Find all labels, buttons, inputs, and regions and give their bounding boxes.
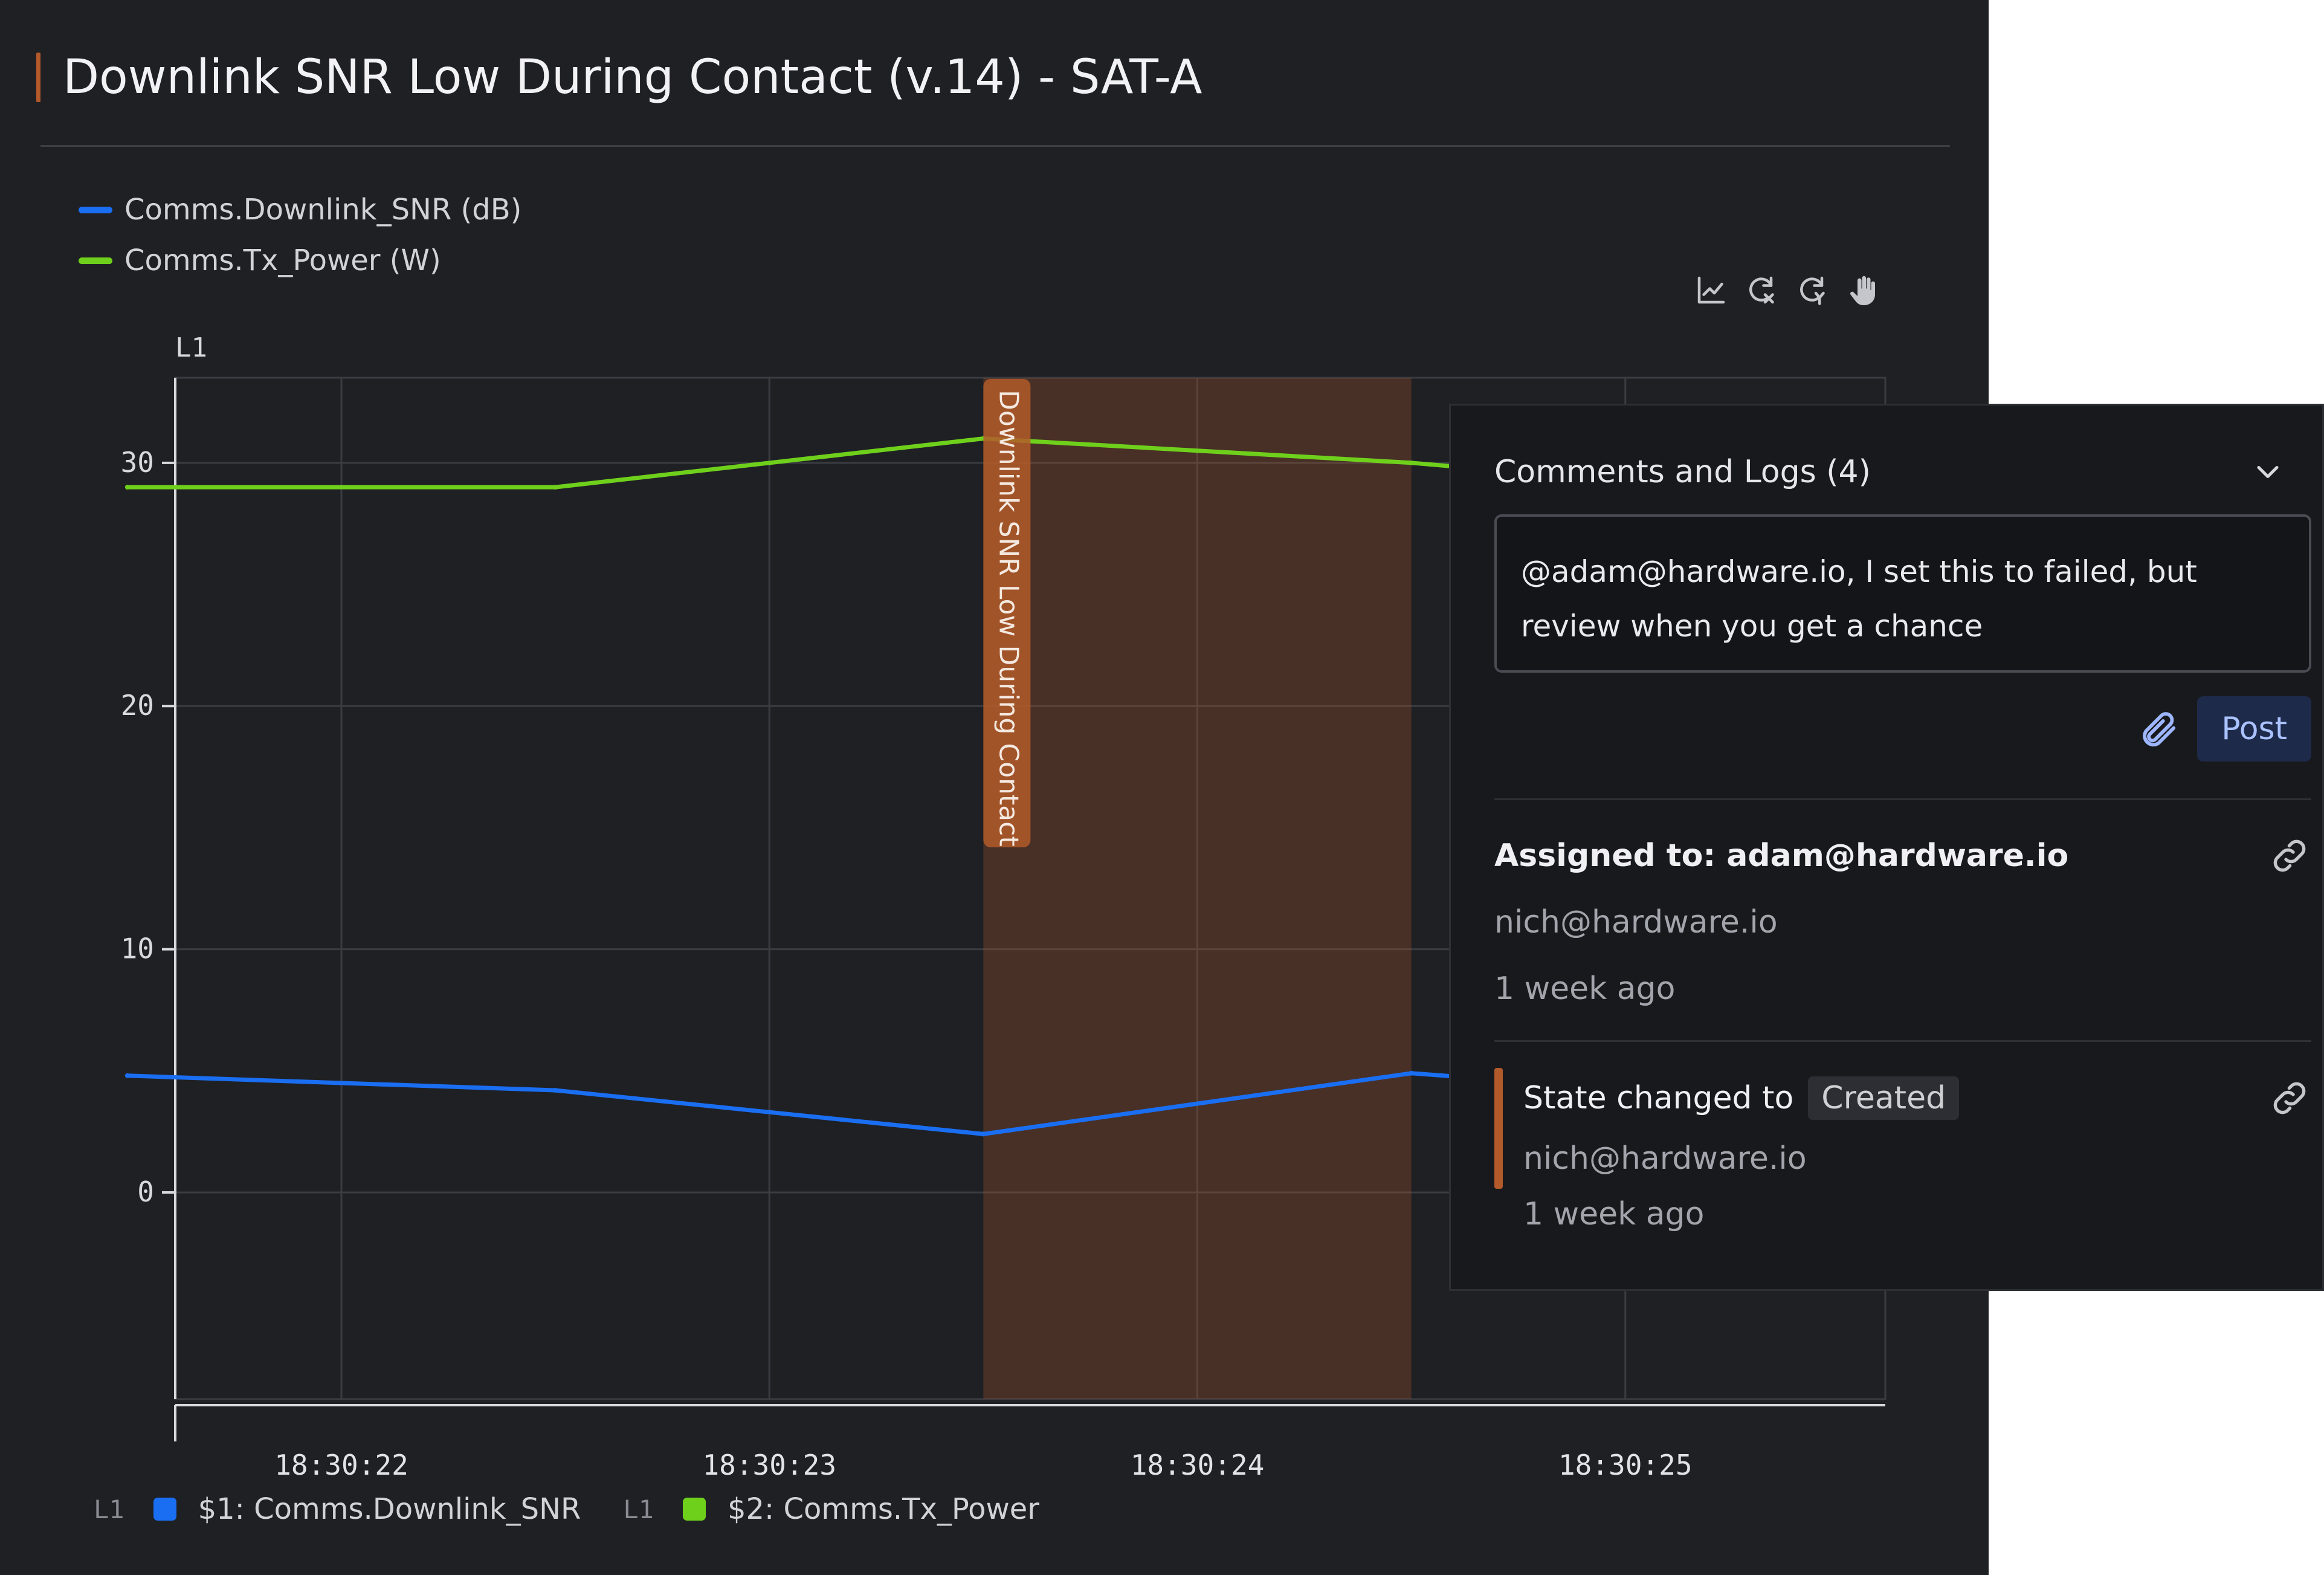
state-change-title: State changed to Created (1523, 1076, 1960, 1120)
line-chart-button[interactable] (1692, 271, 1731, 309)
annotation-label-tag (983, 379, 1031, 847)
reset-y-axis-button[interactable] (1793, 271, 1832, 309)
title-accent-bar (36, 53, 40, 102)
paperclip-icon[interactable] (2137, 708, 2179, 750)
data-point (124, 485, 130, 490)
pan-button[interactable] (1844, 271, 1883, 309)
link-icon[interactable] (2268, 834, 2311, 878)
legend-item-tx-power[interactable]: Comms.Tx_Power (W) (79, 235, 521, 286)
data-point (981, 1131, 986, 1137)
series-color-box[interactable] (682, 1498, 706, 1521)
legend-swatch (79, 257, 112, 264)
title-divider (40, 145, 1950, 147)
y-tick-label: 20 (121, 689, 154, 722)
log-entry-title: Assigned to: adam@hardware.io (1494, 838, 2069, 874)
y-axis-label: L1 (175, 332, 207, 363)
log-entry-author: nich@hardware.io (1523, 1140, 1807, 1177)
legend-item-downlink-snr[interactable]: Comms.Downlink_SNR (dB) (79, 184, 521, 235)
reset-x-axis-icon (1749, 276, 1774, 304)
legend-label: Comms.Tx_Power (W) (124, 244, 441, 277)
log-entry-assignment: Assigned to: adam@hardware.io nich@hardw… (1494, 823, 2311, 1022)
page-title: Downlink SNR Low During Contact (v.14) -… (63, 50, 1202, 105)
series-axis-label: L1 (623, 1494, 654, 1524)
link-icon[interactable] (2268, 1076, 2311, 1120)
series-label-downlink-snr[interactable]: $1: Comms.Downlink_SNR (198, 1492, 581, 1526)
series-color-box[interactable] (153, 1498, 176, 1521)
y-tick-label: 30 (121, 446, 154, 479)
log-entry-time: 1 week ago (1494, 971, 1676, 1007)
series-legend: L1 $1: Comms.Downlink_SNR L1 $2: Comms.T… (94, 1484, 1082, 1535)
reset-y-axis-icon (1800, 276, 1825, 305)
state-change-prefix: State changed to (1523, 1080, 1794, 1116)
state-badge: Created (1808, 1076, 1960, 1120)
legend-swatch (79, 206, 112, 213)
log-entry-state-change: State changed to Created nich@hardware.i… (1494, 1068, 2311, 1237)
annotation-band (983, 378, 1412, 1399)
post-button[interactable]: Post (2197, 696, 2311, 762)
series-axis-label: L1 (94, 1494, 124, 1524)
line-chart[interactable]: L1 0 10 20 30 18:30:22 18:30:23 18:30:24 18:30:2… (0, 0, 1989, 1575)
x-tick-label: 18:30:23 (702, 1449, 836, 1481)
comments-title: Comments and Logs (4) (1494, 454, 1871, 490)
data-point (1409, 460, 1414, 465)
y-tick-label: 0 (137, 1176, 154, 1208)
state-accent-bar (1494, 1068, 1503, 1189)
data-point (553, 1087, 558, 1093)
annotation-label: Downlink SNR Low During Contact (993, 390, 1024, 847)
comment-actions: Post (1494, 696, 2311, 762)
reset-x-axis-button[interactable] (1743, 271, 1781, 309)
comments-divider (1494, 798, 2311, 800)
data-point (124, 1073, 130, 1078)
chart-toolbar (1692, 263, 1883, 317)
y-tick-label: 10 (121, 933, 154, 965)
chevron-down-icon[interactable] (2250, 454, 2286, 490)
legend-label: Comms.Downlink_SNR (dB) (124, 193, 522, 227)
log-entry-header: Assigned to: adam@hardware.io (1494, 823, 2311, 889)
comments-header[interactable]: Comments and Logs (4) (1494, 448, 2286, 496)
log-entry-header: State changed to Created (1523, 1068, 2311, 1128)
comments-panel: Comments and Logs (4) Post Assigned to: … (1449, 404, 2324, 1291)
x-tick-label: 18:30:24 (1131, 1449, 1265, 1481)
data-point (553, 485, 558, 490)
x-tick-label: 18:30:25 (1558, 1449, 1693, 1481)
line-chart-icon (1697, 276, 1725, 304)
data-point (1409, 1070, 1414, 1076)
x-tick-label: 18:30:22 (274, 1449, 408, 1481)
pan-hand-icon (1850, 276, 1875, 305)
x-tick-label: 18:30:26 (1986, 1449, 1989, 1481)
comment-input[interactable] (1494, 514, 2311, 673)
log-entry-time: 1 week ago (1523, 1196, 1705, 1232)
log-entry-author: nich@hardware.io (1494, 904, 1778, 940)
series-label-tx-power[interactable]: $2: Comms.Tx_Power (727, 1492, 1039, 1526)
top-legend: Comms.Downlink_SNR (dB) Comms.Tx_Power (… (79, 184, 521, 286)
comments-divider (1494, 1040, 2311, 1042)
